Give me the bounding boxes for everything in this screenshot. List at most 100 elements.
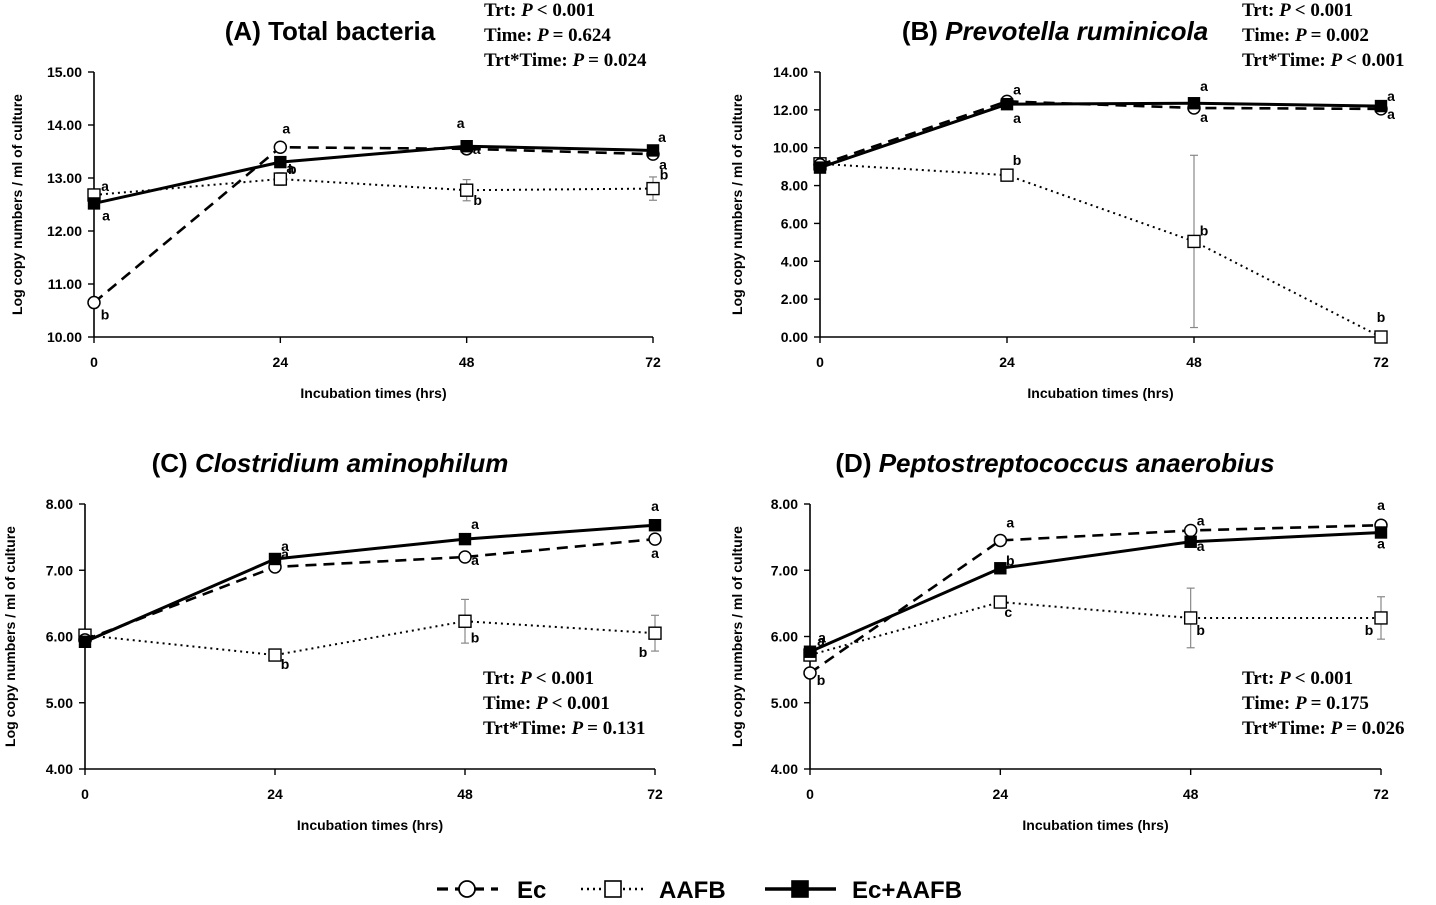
x-axis-label: Incubation times (hrs): [1022, 817, 1168, 833]
point-ec-plus-aafb: [458, 532, 472, 546]
point-aafb: [1187, 234, 1201, 249]
point-aafb: [1374, 611, 1388, 625]
stat-label: Trt*Time:: [1242, 50, 1330, 71]
stat-line: Trt: P < 0.001: [1242, 0, 1353, 21]
series-line-ec-plus-aafb: [809, 530, 1382, 654]
point-ec-plus-aafb: [1187, 97, 1201, 110]
x-tick-label: 0: [806, 786, 814, 802]
significance-letter: c: [1004, 604, 1012, 620]
significance-letter: a: [1013, 81, 1021, 97]
y-tick-label: 7.00: [46, 562, 73, 578]
chart-panel-c: (C) Clostridium aminophilum Trt: P < 0.00…: [2, 448, 663, 833]
point-ec-plus-aafb: [803, 645, 817, 658]
panel-title-name: Total bacteria: [268, 16, 436, 46]
point-ec-plus-aafb: [1374, 526, 1388, 539]
point-aafb: [268, 648, 282, 662]
x-tick-label: 24: [273, 354, 289, 370]
panel-title: (A) Total bacteria: [225, 16, 436, 46]
point-ec-plus-aafb: [87, 197, 101, 210]
x-tick-label: 24: [999, 354, 1015, 370]
series-line-ec-plus-aafb: [819, 101, 1382, 170]
y-tick-label: 10.00: [47, 329, 82, 345]
significance-letter: a: [1387, 88, 1395, 104]
stat-value: < 0.001: [1295, 668, 1353, 689]
stat-p: P: [535, 693, 552, 714]
stat-line: Trt*Time: P = 0.131: [483, 718, 645, 739]
series-line-ec: [84, 537, 656, 642]
significance-letter: a: [282, 120, 290, 136]
stat-p: P: [571, 50, 588, 71]
y-axis-label: Log copy numbers / ml of culture: [729, 526, 745, 747]
legend-item-aafb: AAFB: [581, 877, 726, 904]
significance-letter: a: [658, 129, 666, 145]
y-tick-label: 0.00: [781, 329, 808, 345]
point-ec-plus-aafb: [1374, 99, 1388, 113]
point-ec-plus-aafb: [646, 144, 660, 157]
series-line-ec: [809, 523, 1382, 675]
significance-letter: a: [1197, 513, 1205, 529]
x-tick-label: 0: [816, 354, 824, 370]
significance-letter: a: [471, 516, 479, 532]
significance-letter: b: [471, 629, 480, 645]
point-ec: [648, 532, 662, 546]
x-axis-label: Incubation times (hrs): [1027, 385, 1173, 401]
significance-letter: a: [1377, 535, 1385, 551]
stat-value: < 0.001: [1346, 50, 1404, 71]
stat-label: Trt*Time:: [483, 718, 571, 739]
series-line-ec-plus-aafb: [84, 523, 656, 644]
significance-letter: b: [101, 307, 110, 323]
y-tick-label: 10.00: [773, 140, 808, 156]
point-aafb: [459, 183, 474, 197]
point-aafb: [1374, 330, 1388, 344]
stat-p: P: [1278, 668, 1295, 689]
significance-letter: b: [1013, 152, 1022, 168]
stat-line: Time: P = 0.175: [1242, 693, 1369, 714]
stat-line: Time: P = 0.002: [1242, 25, 1369, 46]
legend: Ec AAFB Ec+AAFB: [437, 877, 962, 904]
legend-marker: [458, 880, 476, 898]
y-tick-label: 15.00: [47, 64, 82, 80]
significance-letter: a: [473, 141, 481, 157]
x-tick-label: 48: [1183, 786, 1199, 802]
y-axis-label: Log copy numbers / ml of culture: [9, 94, 25, 315]
y-tick-label: 6.00: [46, 629, 73, 645]
stat-value: < 0.001: [536, 668, 594, 689]
point-ec-plus-aafb: [268, 552, 282, 566]
point-aafb: [646, 181, 660, 196]
point-ec: [458, 550, 472, 564]
stat-p: P: [1294, 693, 1311, 714]
panel-title: (C) Clostridium aminophilum: [152, 448, 509, 478]
legend-item-ec: Ec: [437, 877, 546, 904]
y-tick-label: 2.00: [781, 291, 808, 307]
point-ec-plus-aafb: [274, 155, 287, 169]
stat-value: = 0.024: [588, 50, 647, 71]
y-tick-label: 4.00: [46, 761, 73, 777]
point-ec-plus-aafb: [1000, 97, 1014, 111]
stat-value: = 0.624: [553, 25, 612, 46]
significance-letter: a: [1200, 109, 1208, 125]
significance-letter: b: [473, 192, 482, 208]
stat-line: Trt: P < 0.001: [1242, 668, 1353, 689]
stat-p: P: [536, 25, 553, 46]
y-tick-label: 13.00: [47, 170, 82, 186]
point-ec-plus-aafb: [994, 562, 1007, 575]
stat-p: P: [570, 718, 587, 739]
significance-letter: a: [818, 630, 826, 646]
series-line-aafb: [93, 178, 654, 196]
panel-title-prefix: (B): [902, 16, 945, 46]
significance-letter: b: [1377, 309, 1386, 325]
x-tick-label: 0: [90, 354, 98, 370]
stat-p: P: [1294, 25, 1311, 46]
significance-letter: b: [1196, 622, 1205, 638]
significance-letter: b: [817, 672, 826, 688]
stat-value: = 0.131: [587, 718, 645, 739]
stat-line: Trt*Time: P < 0.001: [1242, 50, 1404, 71]
legend-marker: [791, 880, 809, 898]
legend-label: Ec: [517, 877, 546, 904]
point-aafb: [648, 626, 662, 640]
significance-letter: a: [1387, 106, 1395, 122]
y-tick-label: 5.00: [46, 695, 73, 711]
point-aafb: [458, 614, 472, 628]
panel-title: (D) Peptostreptococcus anaerobius: [835, 448, 1274, 478]
